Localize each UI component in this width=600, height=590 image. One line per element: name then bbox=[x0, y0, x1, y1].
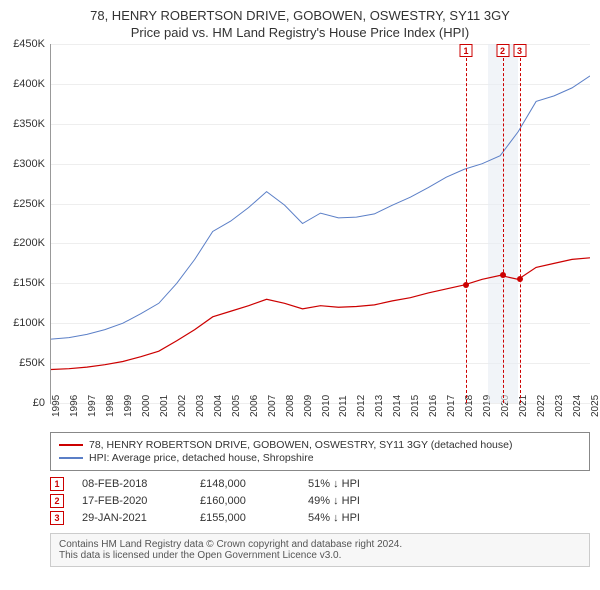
annotation-vline bbox=[466, 58, 467, 403]
legend-label: 78, HENRY ROBERTSON DRIVE, GOBOWEN, OSWE… bbox=[89, 439, 512, 451]
legend-label: HPI: Average price, detached house, Shro… bbox=[89, 452, 314, 464]
footer-attribution: Contains HM Land Registry data © Crown c… bbox=[50, 533, 590, 567]
transaction-delta: 51% ↓ HPI bbox=[308, 478, 418, 490]
transactions-table: 1 08-FEB-2018 £148,000 51% ↓ HPI 2 17-FEB-202… bbox=[50, 477, 590, 525]
legend-row: HPI: Average price, detached house, Shro… bbox=[59, 452, 581, 464]
transaction-date: 29-JAN-2021 bbox=[82, 512, 182, 524]
ytick-label: £100K bbox=[13, 317, 51, 329]
transaction-price: £155,000 bbox=[200, 512, 290, 524]
legend-row: 78, HENRY ROBERTSON DRIVE, GOBOWEN, OSWE… bbox=[59, 439, 581, 451]
annotation-vline bbox=[503, 58, 504, 403]
legend-swatch bbox=[59, 444, 83, 446]
plot-region: £0£50K£100K£150K£200K£250K£300K£350K£400… bbox=[50, 44, 590, 404]
chart-container: 78, HENRY ROBERTSON DRIVE, GOBOWEN, OSWE… bbox=[0, 0, 600, 590]
title-block: 78, HENRY ROBERTSON DRIVE, GOBOWEN, OSWE… bbox=[0, 0, 600, 44]
chart-area: £0£50K£100K£150K£200K£250K£300K£350K£400… bbox=[50, 44, 590, 424]
title-line2: Price paid vs. HM Land Registry's House … bbox=[0, 25, 600, 40]
transaction-row: 2 17-FEB-2020 £160,000 49% ↓ HPI bbox=[50, 494, 590, 508]
series-price_paid bbox=[51, 258, 590, 370]
legend: 78, HENRY ROBERTSON DRIVE, GOBOWEN, OSWE… bbox=[50, 432, 590, 471]
ytick-label: £300K bbox=[13, 158, 51, 170]
transaction-dot bbox=[517, 276, 523, 282]
transaction-date: 08-FEB-2018 bbox=[82, 478, 182, 490]
transaction-row: 1 08-FEB-2018 £148,000 51% ↓ HPI bbox=[50, 477, 590, 491]
transaction-price: £148,000 bbox=[200, 478, 290, 490]
transaction-price: £160,000 bbox=[200, 495, 290, 507]
footer-line1: Contains HM Land Registry data © Crown c… bbox=[59, 539, 581, 550]
annotation-vline bbox=[520, 58, 521, 403]
legend-swatch bbox=[59, 457, 83, 459]
ytick-label: £150K bbox=[13, 277, 51, 289]
ytick-label: £400K bbox=[13, 78, 51, 90]
transaction-delta: 49% ↓ HPI bbox=[308, 495, 418, 507]
annotation-marker: 3 bbox=[513, 44, 526, 57]
transaction-marker: 3 bbox=[50, 511, 64, 525]
ytick-label: £450K bbox=[13, 38, 51, 50]
ytick-label: £50K bbox=[19, 357, 51, 369]
footer-line2: This data is licensed under the Open Gov… bbox=[59, 550, 581, 561]
transaction-dot bbox=[463, 282, 469, 288]
annotation-marker: 2 bbox=[496, 44, 509, 57]
xtick-label: 2025 bbox=[590, 395, 594, 417]
series-hpi bbox=[51, 76, 590, 339]
line-layer bbox=[51, 44, 590, 403]
ytick-label: £200K bbox=[13, 237, 51, 249]
ytick-label: £350K bbox=[13, 118, 51, 130]
transaction-date: 17-FEB-2020 bbox=[82, 495, 182, 507]
annotation-marker: 1 bbox=[460, 44, 473, 57]
transaction-marker: 2 bbox=[50, 494, 64, 508]
transaction-delta: 54% ↓ HPI bbox=[308, 512, 418, 524]
transaction-dot bbox=[500, 272, 506, 278]
transaction-row: 3 29-JAN-2021 £155,000 54% ↓ HPI bbox=[50, 511, 590, 525]
title-line1: 78, HENRY ROBERTSON DRIVE, GOBOWEN, OSWE… bbox=[0, 8, 600, 23]
ytick-label: £250K bbox=[13, 198, 51, 210]
transaction-marker: 1 bbox=[50, 477, 64, 491]
ytick-label: £0 bbox=[33, 397, 51, 409]
